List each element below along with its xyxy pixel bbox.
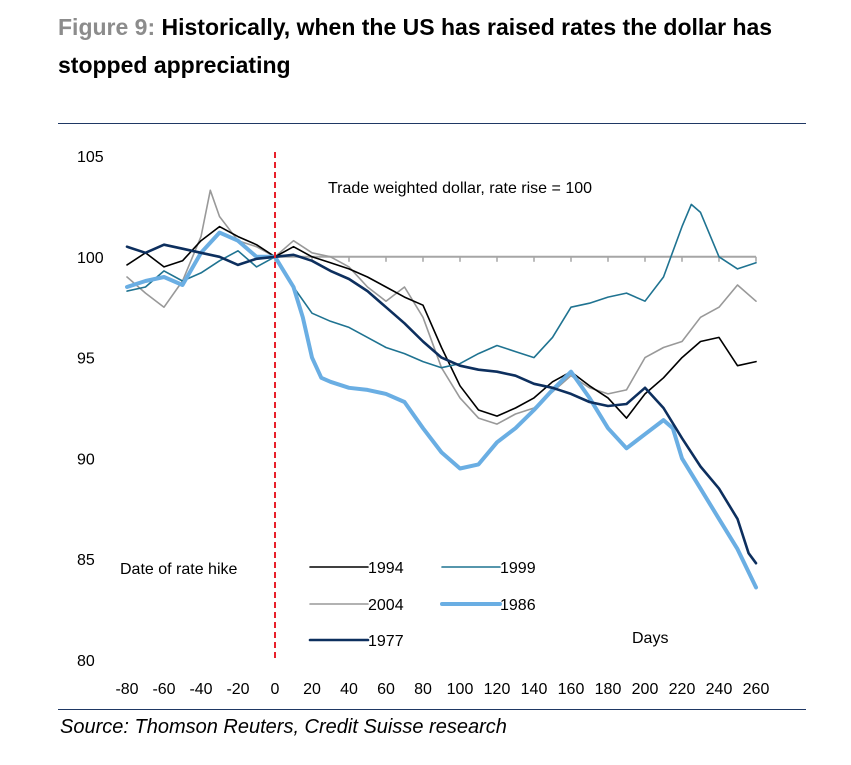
- y-tick-label: 95: [77, 351, 95, 368]
- x-tick-label: 60: [377, 681, 395, 698]
- series-line-1977: [125, 243, 758, 565]
- figure-number: Figure 9:: [58, 14, 156, 40]
- x-axis-label: Days: [632, 630, 668, 647]
- x-tick-label: -40: [189, 681, 212, 698]
- bottom-divider: [58, 709, 806, 710]
- source-note: Source: Thomson Reuters, Credit Suisse r…: [60, 716, 507, 738]
- legend-label-1986: 1986: [500, 597, 536, 614]
- series-line-1986: [125, 230, 758, 590]
- top-divider: [58, 123, 806, 124]
- legend-label-1999: 1999: [500, 560, 536, 577]
- y-tick-label: 85: [77, 552, 95, 569]
- x-tick-label: 0: [271, 681, 280, 698]
- x-tick-label: 80: [414, 681, 432, 698]
- series-line-1994: [126, 225, 757, 419]
- chart-title: Trade weighted dollar, rate rise = 100: [328, 180, 592, 197]
- y-tick-label: 80: [77, 653, 95, 670]
- x-tick-label: 180: [595, 681, 622, 698]
- y-tick-label: 90: [77, 451, 95, 468]
- x-tick-label: 40: [340, 681, 358, 698]
- series-line-2004: [126, 189, 757, 425]
- x-tick-label: 120: [484, 681, 511, 698]
- x-tick-label: 260: [743, 681, 770, 698]
- x-tick-label: 240: [706, 681, 733, 698]
- x-tick-label: 160: [558, 681, 585, 698]
- x-tick-label: 140: [521, 681, 548, 698]
- y-tick-label: 100: [77, 250, 104, 267]
- x-tick-label: 220: [669, 681, 696, 698]
- x-tick-label: 100: [447, 681, 474, 698]
- legend-label-2004: 2004: [368, 597, 404, 614]
- x-tick-label: -20: [226, 681, 249, 698]
- x-tick-label: -80: [115, 681, 138, 698]
- series-line-1999: [126, 203, 757, 369]
- plot-area: 80 85 90 95 100 105 -80 -60 -40 -20 0 20 40 60 80 100 12…: [77, 149, 769, 698]
- x-tick-label: 200: [632, 681, 659, 698]
- x-tick-label: -60: [152, 681, 175, 698]
- y-tick-label: 105: [77, 149, 104, 166]
- x-tick-label: 20: [303, 681, 321, 698]
- legend-label-1994: 1994: [368, 560, 404, 577]
- rate-hike-annotation: Date of rate hike: [120, 561, 238, 578]
- figure-title-text: Historically, when the US has raised rat…: [58, 14, 773, 78]
- legend-label-1977: 1977: [368, 633, 404, 650]
- figure-title: Figure 9: Historically, when the US has …: [58, 8, 818, 84]
